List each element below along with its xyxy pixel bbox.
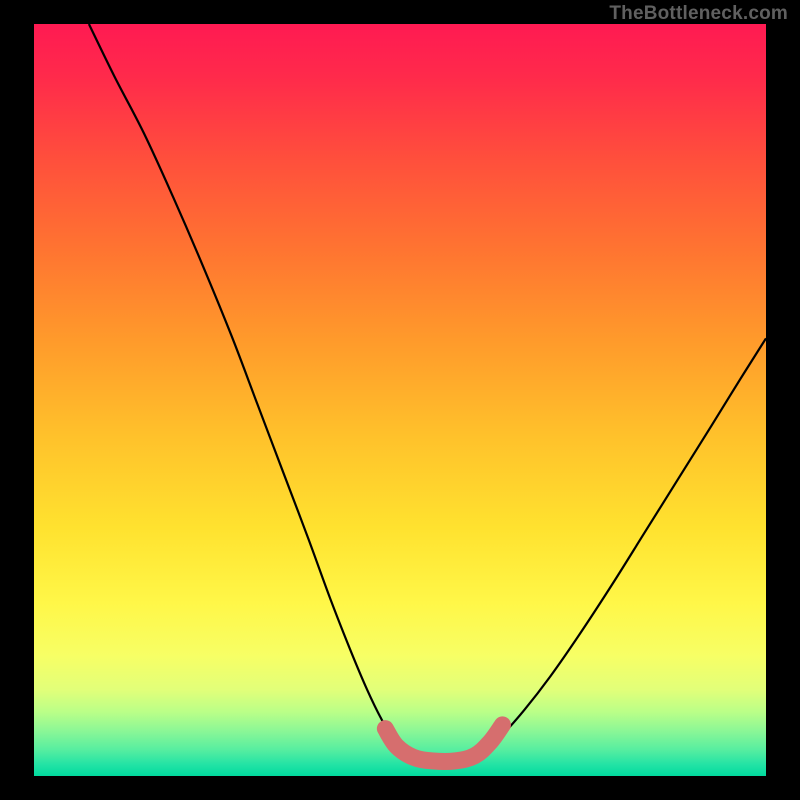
plot-area bbox=[34, 24, 766, 776]
gradient-background bbox=[34, 24, 766, 776]
plot-svg bbox=[34, 24, 766, 776]
attribution-label: TheBottleneck.com bbox=[609, 3, 788, 25]
chart-frame: TheBottleneck.com bbox=[0, 0, 800, 800]
